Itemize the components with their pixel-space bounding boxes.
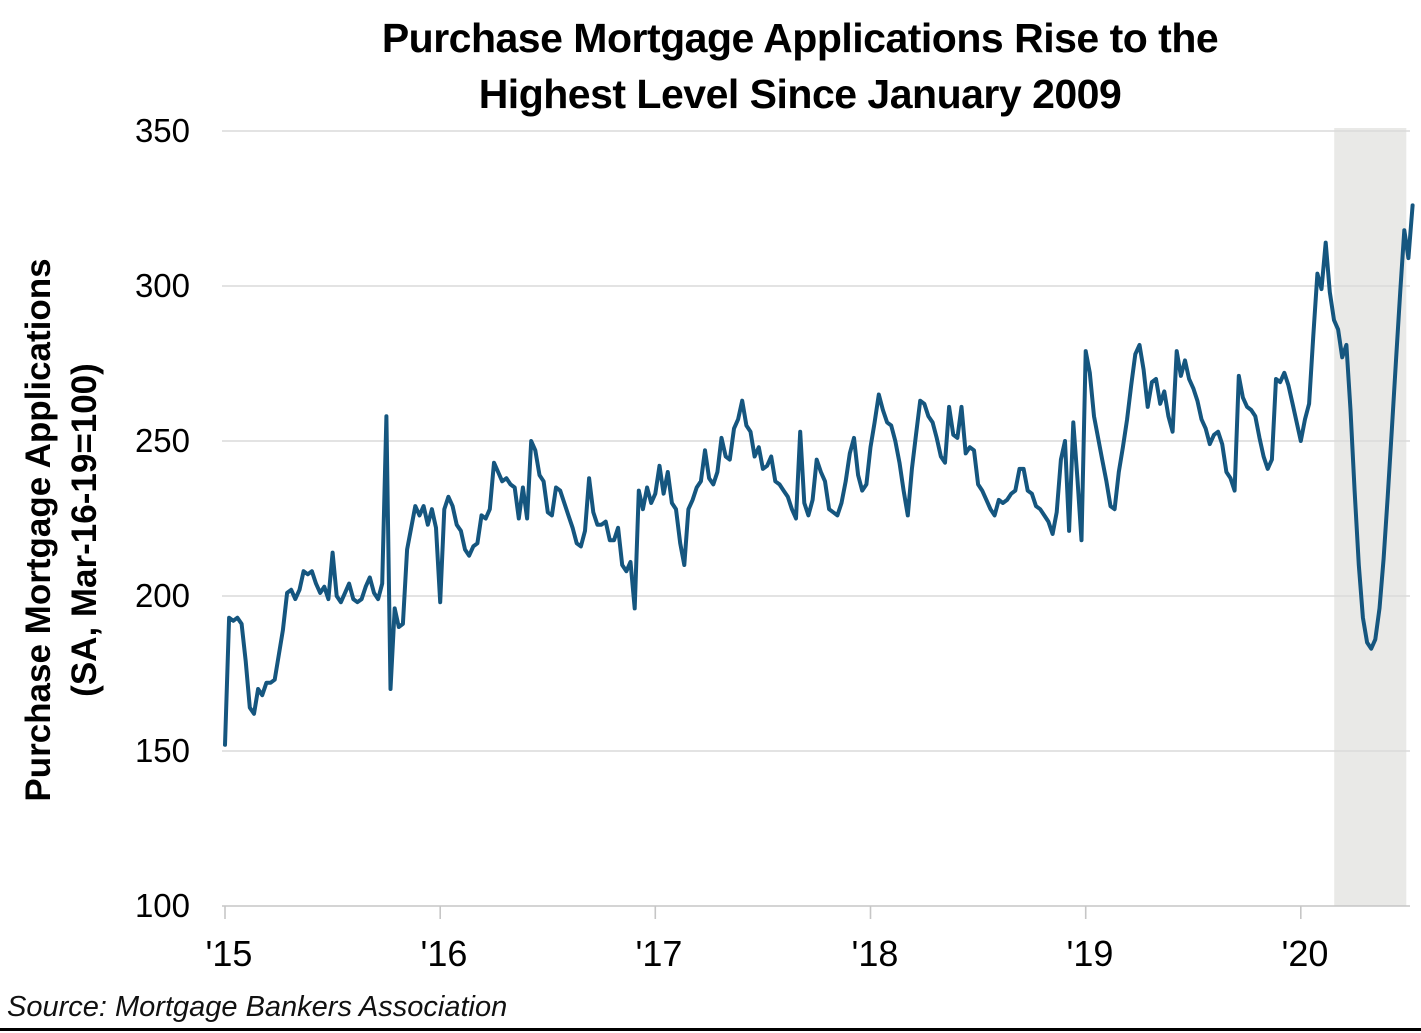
y-tick-350: 350 xyxy=(134,112,190,149)
x-tick-2017: '17 xyxy=(635,933,683,974)
x-tick-2019: '19 xyxy=(1066,933,1114,974)
y-tick-250: 250 xyxy=(134,422,190,459)
y-tick-200: 200 xyxy=(134,577,190,614)
x-tick-2015: '15 xyxy=(205,933,253,974)
x-tick-2016: '16 xyxy=(420,933,468,974)
y-axis-title-line1: Purchase Mortgage Applications xyxy=(19,258,58,802)
bottom-rule xyxy=(0,1028,1421,1031)
y-axis-title: Purchase Mortgage Applications (SA, Mar-… xyxy=(16,258,108,801)
x-tick-2018: '18 xyxy=(851,933,899,974)
y-tick-100: 100 xyxy=(134,887,190,924)
chart-title-line1: Purchase Mortgage Applications Rise to t… xyxy=(381,15,1219,61)
purchase-applications-line xyxy=(223,203,1415,747)
y-axis-title-line2: (SA, Mar-16-19=100) xyxy=(65,363,104,697)
x-tick-2020: '20 xyxy=(1281,933,1329,974)
source-note: Source: Mortgage Bankers Association xyxy=(7,991,508,1023)
chart-title: Purchase Mortgage Applications Rise to t… xyxy=(180,10,1420,122)
y-tick-150: 150 xyxy=(134,732,190,769)
chart-title-line2: Highest Level Since January 2009 xyxy=(478,71,1122,117)
y-tick-300: 300 xyxy=(134,267,190,304)
recession-shading-band xyxy=(1334,128,1407,906)
